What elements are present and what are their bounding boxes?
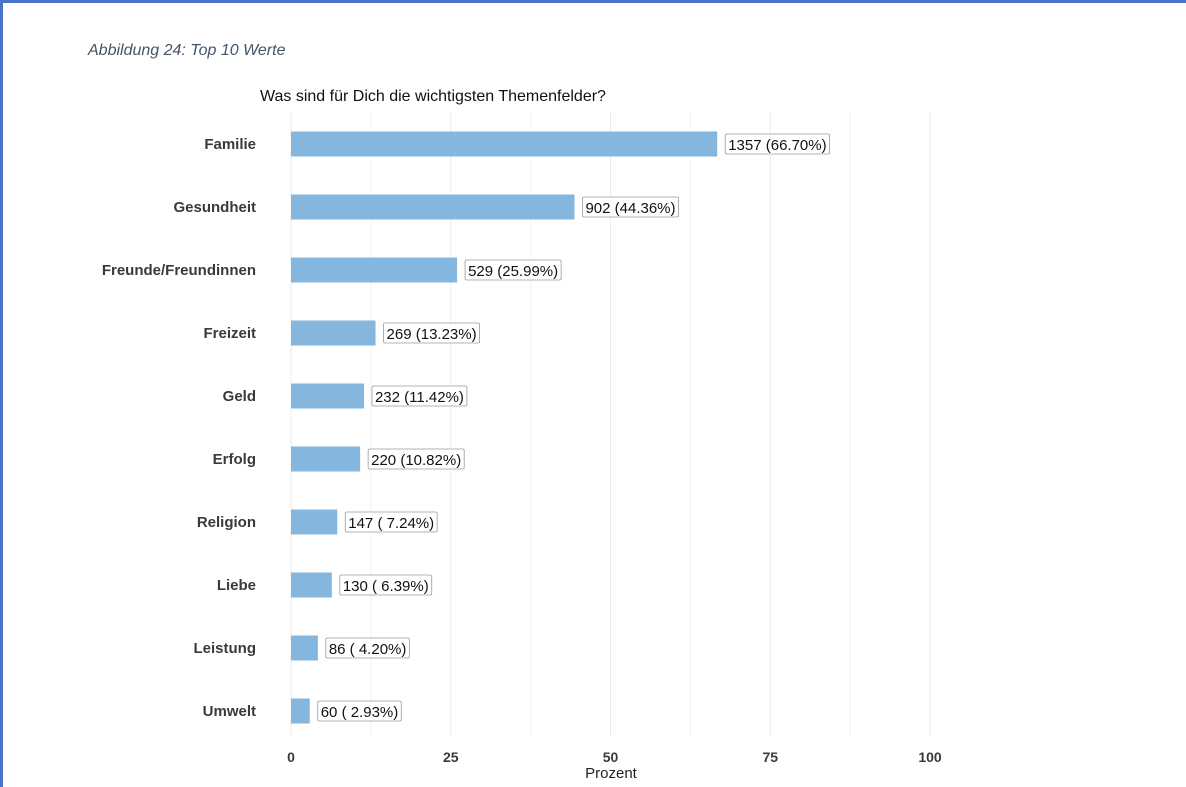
bar-freizeit — [291, 320, 376, 346]
data-label: 902 (44.36%) — [582, 196, 679, 218]
data-label-box — [383, 322, 481, 344]
x-tick-label: 25 — [443, 749, 459, 765]
data-label-text: 902 (44.36%) — [585, 200, 675, 217]
x-tick-label: 50 — [603, 749, 619, 765]
data-label: 529 (25.99%) — [464, 259, 562, 281]
data-label-text: 86 ( 4.20%) — [329, 641, 407, 658]
x-tick-label: 100 — [918, 749, 942, 765]
chart-title: Was sind für Dich die wichtigsten Themen… — [260, 88, 606, 105]
x-axis-title: Prozent — [585, 765, 638, 782]
data-label: 86 ( 4.20%) — [325, 637, 410, 659]
data-label-box — [317, 700, 402, 722]
category-label: Freunde/Freundinnen — [102, 262, 256, 279]
data-label-box — [344, 511, 438, 533]
data-label: 60 ( 2.93%) — [317, 700, 402, 722]
x-tick-label: 75 — [762, 749, 778, 765]
data-label-text: 1357 (66.70%) — [728, 137, 826, 154]
x-tick-label: 0 — [287, 749, 295, 765]
category-label: Freizeit — [203, 325, 256, 342]
bar-erfolg — [291, 446, 361, 472]
data-label: 130 ( 6.39%) — [339, 574, 433, 596]
bar-gesundheit — [291, 194, 575, 220]
label-layer: 0 25 50 75 100 Familie 1357 (66.70%) Gesundheit… — [102, 133, 942, 765]
data-label: 220 (10.82%) — [367, 448, 465, 470]
data-label-text: 232 (11.42%) — [375, 389, 464, 406]
data-label: 147 ( 7.24%) — [344, 511, 438, 533]
category-label: Religion — [197, 514, 256, 531]
data-label-box — [464, 259, 562, 281]
data-label-text: 130 ( 6.39%) — [343, 578, 429, 595]
category-label: Leistung — [194, 640, 257, 657]
category-label: Umwelt — [203, 703, 256, 720]
data-label-text: 220 (10.82%) — [371, 452, 461, 469]
bar-liebe — [291, 572, 332, 598]
data-label-box — [371, 385, 468, 407]
data-label-text: 529 (25.99%) — [468, 263, 558, 280]
bar-geld — [291, 383, 364, 409]
data-label-box — [339, 574, 433, 596]
bar-leistung — [291, 635, 318, 661]
bar-freunde-freundinnen — [291, 257, 458, 283]
data-label-box — [724, 133, 831, 155]
bar-familie — [291, 131, 718, 157]
data-label: 269 (13.23%) — [383, 322, 481, 344]
data-label-text: 60 ( 2.93%) — [321, 704, 399, 721]
data-label-box — [325, 637, 410, 659]
bar-umwelt — [291, 698, 310, 724]
category-label: Gesundheit — [173, 199, 256, 216]
category-label: Geld — [223, 388, 256, 405]
category-label: Erfolg — [213, 451, 256, 468]
category-label: Familie — [204, 136, 256, 153]
data-label: 1357 (66.70%) — [724, 133, 831, 155]
data-label-text: 147 ( 7.24%) — [348, 515, 434, 532]
data-label-box — [367, 448, 465, 470]
category-label: Liebe — [217, 577, 256, 594]
bar-layer — [291, 131, 718, 724]
figure-caption: Abbildung 24: Top 10 Werte — [88, 42, 286, 59]
data-label-box — [582, 196, 679, 218]
data-label: 232 (11.42%) — [371, 385, 468, 407]
bar-religion — [291, 509, 338, 535]
data-label-text: 269 (13.23%) — [387, 326, 477, 343]
